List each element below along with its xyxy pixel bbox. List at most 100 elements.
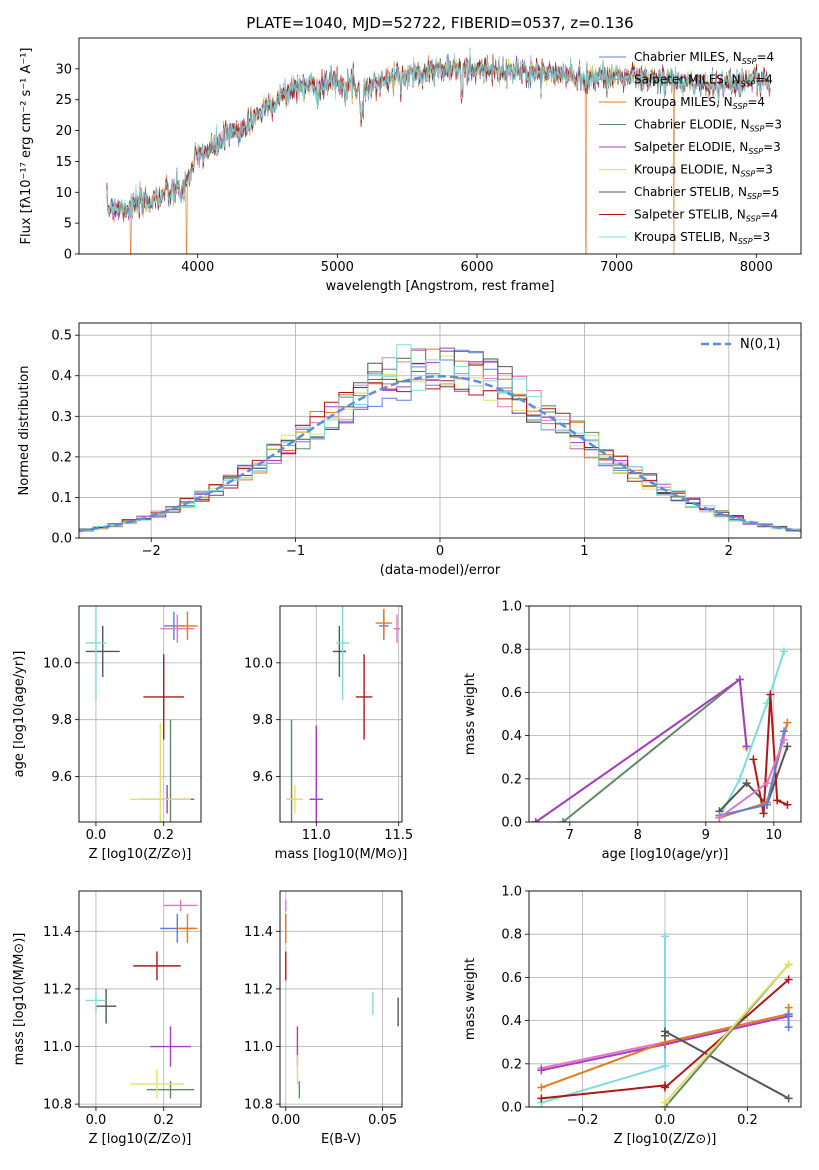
y-tick-label: 0.5 [51, 329, 72, 344]
x-tick-label: 0.2 [153, 1113, 174, 1128]
legend-count: =4 [760, 208, 778, 222]
x-tick-label: 7000 [600, 260, 633, 275]
y-tick-label: 0.1 [51, 491, 72, 506]
y-tick-label: 10.8 [43, 1098, 72, 1113]
histogram-step [79, 344, 801, 533]
y-axis-label: mass weight [463, 958, 478, 1040]
panel-4: 7 8 9 10 0.0 0.2 0.4 0.6 0.8 1.0 age [log10(age/yr… [463, 600, 802, 862]
x-tick-label: −2 [142, 544, 161, 559]
x-tick-label: 8 [634, 828, 642, 843]
x-tick-label: 2 [725, 544, 733, 559]
x-tick-label: 11.5 [384, 828, 413, 843]
panel-3: 11.0 11.5 9.6 9.8 10.0 mass [log10(M/M⊙)] [244, 605, 413, 862]
weight-marker [784, 975, 793, 984]
weight-marker [759, 809, 768, 818]
panel-2: 0.0 0.2 9.6 9.8 10.0 Z [log10(Z/Z⊙)] age [log1… [12, 605, 202, 862]
y-tick-label: 10 [55, 186, 72, 201]
y-axis-label: Flux [fλ10⁻¹⁷ erg cm⁻² s⁻¹ A⁻¹] [19, 48, 34, 245]
weight-marker [780, 727, 788, 736]
legend-count: =3 [753, 230, 771, 244]
axes-frame [78, 322, 802, 539]
axes-frame [279, 890, 403, 1108]
weight-marker [559, 818, 567, 822]
legend-count: =5 [762, 185, 780, 199]
weight-marker [784, 1023, 793, 1032]
legend-count: =4 [756, 50, 774, 64]
x-tick-label: −0.2 [567, 1113, 599, 1128]
legend-label: Kroupa MILES, NSSP=4 [634, 95, 765, 111]
weight-marker [661, 1027, 669, 1036]
plot-area [537, 932, 793, 1107]
y-tick-label: 30 [55, 62, 72, 77]
y-tick-label: 9.6 [252, 770, 273, 785]
y-tick-label: 9.8 [51, 713, 72, 728]
weight-line [664, 963, 790, 1104]
legend-label: Kroupa STELIB, NSSP=3 [634, 230, 770, 246]
legend-count: =3 [755, 163, 773, 177]
x-tick-label: 8000 [740, 260, 773, 275]
legend-label: Salpeter STELIB, NSSP=4 [634, 208, 778, 224]
axes-frame [528, 605, 802, 823]
weight-marker [715, 813, 724, 822]
histogram-step [79, 350, 801, 533]
weight-marker [784, 1010, 793, 1019]
plot-area [531, 647, 792, 822]
weight-marker [783, 742, 792, 751]
y-tick-label: 20 [55, 124, 72, 139]
legend-label: Kroupa ELODIE, NSSP=3 [634, 163, 773, 179]
legend-subscript: SSP [738, 237, 753, 246]
y-tick-label: 11.2 [43, 982, 72, 997]
y-tick-label: 11.0 [244, 1040, 273, 1055]
plot-area [106, 47, 771, 254]
weight-marker [661, 1098, 669, 1107]
y-tick-label: 10.0 [244, 656, 273, 671]
y-axis-label: age [log10(age/yr)] [12, 651, 27, 778]
axes-frame [78, 890, 202, 1108]
legend-subscript: SSP [742, 57, 757, 66]
legend-label: N(0,1) [740, 337, 781, 352]
x-tick-label: 0.2 [153, 828, 174, 843]
chart-title: PLATE=1040, MJD=52722, FIBERID=0537, z=0… [246, 14, 633, 32]
y-tick-label: 10.0 [43, 656, 72, 671]
x-axis-label: wavelength [Angstrom, rest frame] [326, 279, 555, 294]
panel-0: 4000 5000 6000 7000 8000 0 5 10 15 20 25 30 waveleng… [19, 37, 802, 294]
y-tick-label: 0.4 [501, 1014, 522, 1029]
y-axis-label: mass [log10(M/M⊙)] [12, 933, 27, 1066]
legend-label: Salpeter ELODIE, NSSP=3 [634, 140, 781, 156]
y-tick-label: 0.6 [501, 686, 522, 701]
weight-marker [784, 1094, 793, 1103]
panel-7: −0.2 0.0 0.2 0.0 0.2 0.4 0.6 0.8 1.0 Z [log10(Z/Z… [463, 885, 802, 1147]
x-tick-label: 1 [580, 544, 588, 559]
plot-area [85, 606, 198, 822]
legend-subscript: SSP [741, 80, 756, 89]
legend-count: =3 [763, 140, 781, 154]
x-tick-label: 9 [702, 828, 710, 843]
y-tick-label: 25 [55, 93, 72, 108]
legend-subscript: SSP [747, 192, 762, 201]
legend: Chabrier MILES, NSSP=4 Salpeter MILES, NS… [599, 50, 782, 246]
y-tick-label: 15 [55, 155, 72, 170]
y-tick-label: 5 [64, 217, 72, 232]
legend-subscript: SSP [748, 147, 763, 156]
panel-1: −2 −1 0 1 2 0.0 0.1 0.2 0.3 0.4 0.5 (data-model)/er… [17, 322, 802, 578]
weight-marker [537, 1094, 546, 1103]
x-tick-label: 11.0 [302, 828, 331, 843]
x-tick-label: −1 [286, 544, 305, 559]
legend-subscript: SSP [750, 125, 765, 134]
legend-count: =3 [764, 118, 782, 132]
y-tick-label: 9.8 [252, 713, 273, 728]
y-tick-label: 11.4 [244, 925, 273, 940]
y-tick-label: 0.0 [501, 1101, 522, 1116]
weight-marker [735, 675, 744, 684]
x-axis-label: (data-model)/error [380, 563, 501, 578]
x-axis-label: Z [log10(Z/Z⊙)] [89, 1132, 192, 1147]
panel-6: 0.00 0.05 10.8 11.0 11.2 11.4 E(B-V) [244, 890, 403, 1147]
y-tick-label: 10.8 [244, 1098, 273, 1113]
weight-marker [661, 1061, 669, 1070]
weight-marker [780, 647, 788, 656]
y-tick-label: 0.2 [501, 772, 522, 787]
y-tick-label: 0.4 [51, 369, 72, 384]
legend-count: =4 [755, 73, 773, 87]
weight-line [718, 746, 789, 812]
